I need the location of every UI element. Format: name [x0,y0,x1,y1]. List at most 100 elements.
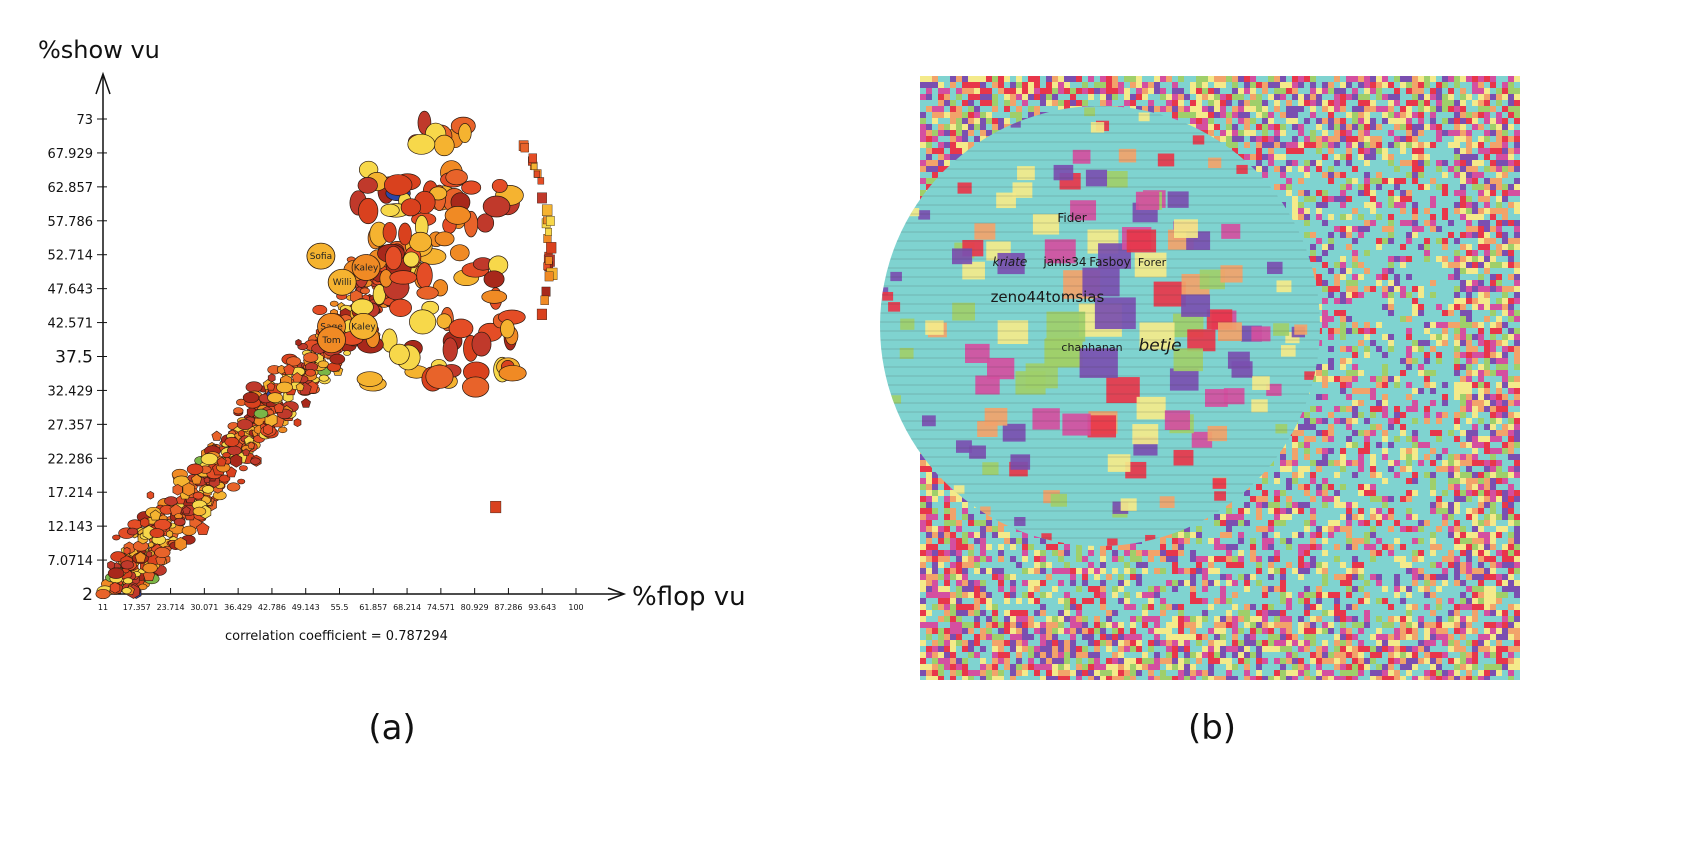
mosaic-tile [1478,196,1484,202]
mosaic-tile [1310,424,1316,430]
mosaic-tile [950,100,956,106]
scatter-point [149,509,162,521]
mosaic-tile [1298,148,1304,154]
mosaic-tile [1340,130,1346,136]
mosaic-tile [1502,304,1508,310]
mosaic-tile [1220,130,1226,136]
mosaic-tile [1424,94,1430,100]
scatter-point [329,300,339,307]
mosaic-tile [1508,190,1514,196]
mosaic-tile [1466,316,1472,322]
mosaic-tile [1430,118,1436,124]
mosaic-tile [1472,232,1478,238]
mosaic-tile [974,94,980,100]
mosaic-tile [1412,388,1418,394]
mosaic-tile [1166,100,1172,106]
mosaic-tile [1490,328,1496,334]
mosaic-tile [1352,166,1358,172]
mosaic-tile [1424,244,1430,250]
mosaic-tile [1376,76,1382,82]
mosaic-tile [956,106,962,112]
mosaic-tile [1286,142,1292,148]
mosaic-tile [1370,124,1376,130]
mosaic-tile [1424,256,1430,262]
mosaic-tile [1418,124,1424,130]
mosaic-tile [1400,370,1406,376]
mosaic-tile [1328,88,1334,94]
mosaic-tile [1508,166,1514,172]
mosaic-tile [1244,88,1250,94]
mosaic-tile [1454,478,1460,484]
mosaic-tile [1460,202,1466,208]
mosaic-tile [1370,118,1376,124]
mosaic-tile [1370,286,1376,292]
mosaic-tile [1472,262,1478,268]
mosaic-tile [1118,88,1124,94]
mosaic-tile [1364,448,1370,454]
mosaic-tile [1208,106,1214,112]
mosaic-tile [1400,412,1406,418]
mosaic-tile [1460,472,1466,478]
mosaic-tile [1502,358,1508,364]
mosaic-tile [1334,76,1340,82]
mosaic-tile [938,478,944,484]
mosaic-tile [1238,508,1244,514]
mosaic-tile [956,124,962,130]
mosaic-tile [1298,202,1304,208]
mosaic-tile [1466,364,1472,370]
scatter-point [389,343,410,365]
mosaic-tile [1352,412,1358,418]
mosaic-tile [1460,430,1466,436]
mosaic-tile [1478,406,1484,412]
mosaic-tile [1028,76,1034,82]
mosaic-tile [1280,460,1286,466]
mosaic-tile [1256,484,1262,490]
scatter-point [291,372,303,383]
mosaic-tile [1406,76,1412,82]
mosaic-tile [1472,436,1478,442]
mosaic-tile [1454,304,1460,310]
mosaic-tile [1322,496,1328,502]
mosaic-tile [1322,136,1328,142]
mosaic-tile [1052,82,1058,88]
mosaic-tile [1346,286,1352,292]
mosaic-tile [1388,130,1394,136]
y-tick-label: 57.786 [48,215,94,230]
mosaic-tile [1316,238,1322,244]
mosaic-tile [1340,232,1346,238]
mosaic-tile [1256,154,1262,160]
mosaic-tile [1244,130,1250,136]
y-tick-label: 17.214 [48,486,94,501]
scatter-point [520,143,529,153]
mosaic-tile [944,130,950,136]
mosaic-tile [1274,76,1280,82]
mosaic-tile [1436,100,1442,106]
mosaic-tile [1196,82,1202,88]
point-label: Kaley [351,322,376,332]
mosaic-tile [1052,94,1058,100]
mosaic-tile [1484,424,1490,430]
scatter-point [545,228,552,236]
mosaic-tile [1472,334,1478,340]
mosaic-tile [1508,304,1514,310]
mosaic-tile [1388,286,1394,292]
mosaic-tile [1376,424,1382,430]
mosaic-tile [1418,100,1424,106]
mosaic-tile [1502,442,1508,448]
mosaic-tile [1358,184,1364,190]
mosaic-tile [1310,514,1316,520]
mosaic-tile [1472,88,1478,94]
mosaic-tile [926,520,932,526]
mosaic-tile [1358,154,1364,160]
mosaic-tile [1454,394,1460,400]
mosaic-tile [1298,142,1304,148]
mosaic-tile [1388,160,1394,166]
mosaic-tile [1400,286,1406,292]
mosaic-tile [1124,94,1130,100]
mosaic-tile [1388,190,1394,196]
mosaic-tile [968,106,974,112]
mosaic-tile [1292,82,1298,88]
mosaic-tile [1322,478,1328,484]
mosaic-tile [1316,100,1322,106]
mosaic-tile [1406,358,1412,364]
